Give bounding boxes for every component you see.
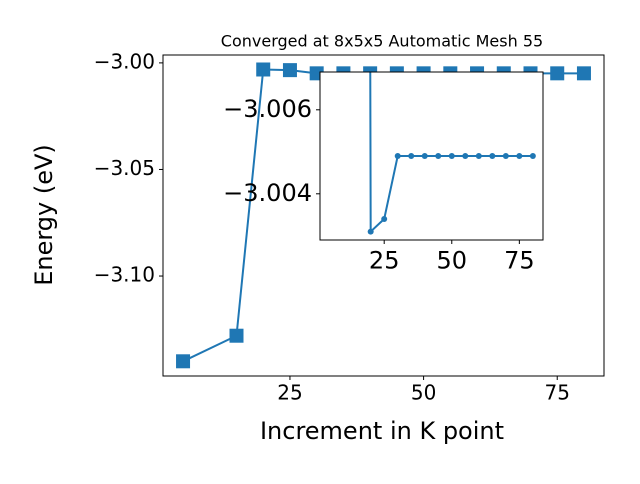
marker xyxy=(489,153,496,159)
y-tick-label: −3.10 xyxy=(94,263,155,287)
y-tick-label: −3.004 xyxy=(223,179,312,207)
marker xyxy=(502,153,509,159)
y-tick-label: −3.00 xyxy=(94,49,155,73)
marker xyxy=(421,153,428,159)
marker xyxy=(516,153,523,159)
x-tick-label: 75 xyxy=(545,381,570,405)
marker xyxy=(550,66,565,81)
marker xyxy=(176,354,191,369)
marker xyxy=(435,153,442,159)
marker xyxy=(282,63,297,78)
marker xyxy=(367,228,374,235)
marker xyxy=(408,153,415,159)
y-tick-label: −3.006 xyxy=(223,95,312,123)
marker xyxy=(381,216,388,222)
x-tick-label: 25 xyxy=(369,247,400,275)
marker xyxy=(576,66,591,81)
axes-frame xyxy=(162,54,605,377)
chart-title: Converged at 8x5x5 Automatic Mesh 55 xyxy=(221,32,543,51)
y-tick-label: −3.05 xyxy=(94,156,155,180)
plot-area xyxy=(367,72,536,235)
marker xyxy=(462,153,469,159)
x-axis-label: Increment in K point xyxy=(260,417,504,445)
y-axis-label: Energy (eV) xyxy=(30,144,58,286)
marker xyxy=(256,62,271,77)
marker xyxy=(394,153,401,159)
marker xyxy=(475,153,482,159)
x-tick-label: 50 xyxy=(411,381,436,405)
x-tick-label: 50 xyxy=(436,247,467,275)
x-tick-label: 25 xyxy=(277,381,302,405)
x-tick-label: 75 xyxy=(504,247,535,275)
marker xyxy=(448,153,455,159)
marker xyxy=(529,153,536,159)
axes-frame xyxy=(319,71,544,241)
marker xyxy=(229,328,244,343)
